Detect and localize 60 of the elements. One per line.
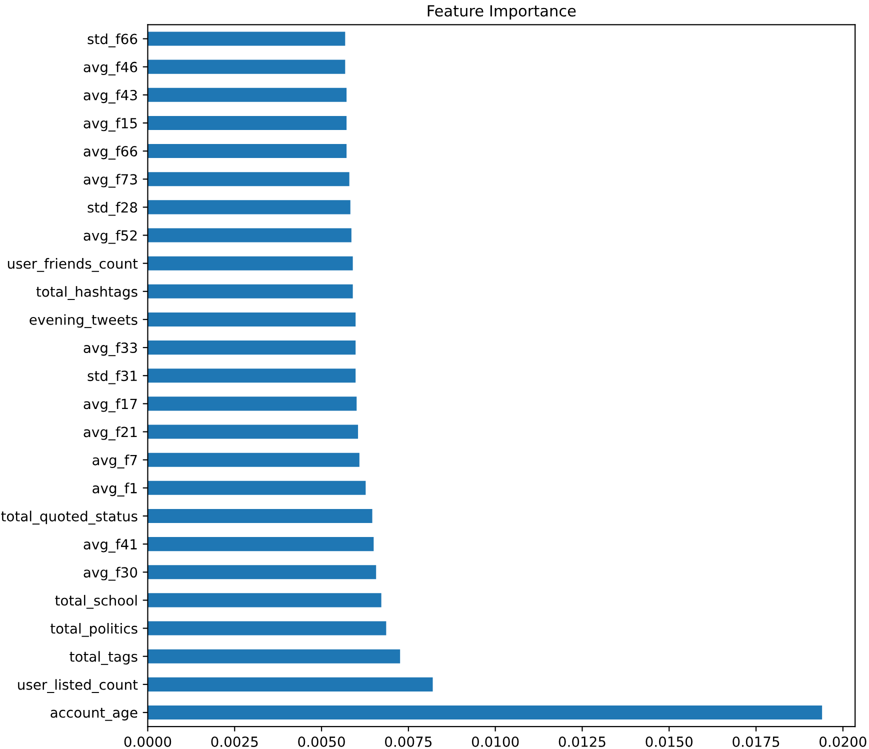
x-tick-label: 0.0050 (298, 736, 345, 748)
y-tick-label: total_politics (50, 623, 138, 637)
bar (148, 228, 352, 242)
x-tick-label: 0.0125 (558, 736, 606, 748)
y-tick-label: evening_tweets (30, 314, 138, 328)
bar (148, 200, 350, 214)
y-tick-label: avg_f33 (84, 342, 137, 356)
bar (148, 60, 346, 74)
y-tick-label: account_age (50, 708, 138, 721)
y-tick-label: avg_f15 (84, 118, 137, 132)
y-tick-label: total_hashtags (36, 286, 138, 300)
bar (148, 256, 353, 270)
y-tick-label: total_quoted_status (1, 510, 138, 525)
y-tick-label: total_tags (70, 651, 138, 665)
y-tick-label: avg_f43 (84, 90, 137, 104)
y-tick-label: avg_f21 (84, 426, 137, 440)
y-tick-label: avg_f52 (84, 230, 137, 244)
bar (148, 396, 357, 411)
bar (148, 172, 350, 186)
bar (148, 340, 356, 355)
x-tick-label: 0.0100 (472, 736, 519, 748)
bar (148, 649, 400, 664)
x-tick-label: 0.0075 (385, 736, 432, 748)
x-tick-label: 0.0175 (732, 736, 780, 748)
bar (148, 144, 347, 158)
y-tick-label: avg_f30 (84, 566, 138, 581)
y-tick-label: avg_f66 (84, 146, 138, 160)
x-tick-label: 0.0200 (820, 736, 866, 748)
y-tick-label: user_friends_count (8, 258, 138, 272)
bar (148, 677, 433, 692)
bar (148, 32, 346, 46)
chart-title: Feature Importance (428, 5, 576, 20)
bar (148, 312, 356, 326)
bar (148, 480, 366, 495)
y-tick-label: total_school (55, 594, 137, 609)
x-tick-label: 0.0025 (211, 736, 258, 748)
y-tick-label: avg_f46 (84, 62, 138, 76)
bar (148, 368, 356, 383)
y-tick-label: avg_f1 (92, 482, 137, 496)
y-tick-label: std_f31 (88, 370, 137, 384)
x-tick-label: 0.0000 (124, 736, 172, 748)
bar (148, 705, 822, 720)
bar (148, 452, 360, 467)
bar (148, 116, 347, 130)
y-tick-label: avg_f7 (92, 454, 137, 468)
y-tick-label: std_f28 (88, 202, 138, 216)
bar (148, 284, 353, 298)
bar (148, 508, 372, 524)
y-tick-label: avg_f17 (84, 398, 137, 412)
bar (148, 565, 376, 580)
bar (148, 593, 382, 608)
bar (148, 88, 347, 102)
y-tick-label: std_f66 (88, 33, 138, 48)
bar (148, 537, 374, 552)
x-tick-label: 0.0150 (646, 736, 693, 748)
bar (148, 424, 358, 439)
y-tick-label: avg_f73 (84, 174, 137, 188)
bar (148, 621, 386, 636)
y-tick-label: avg_f41 (84, 538, 137, 553)
y-tick-label: user_listed_count (18, 679, 138, 693)
